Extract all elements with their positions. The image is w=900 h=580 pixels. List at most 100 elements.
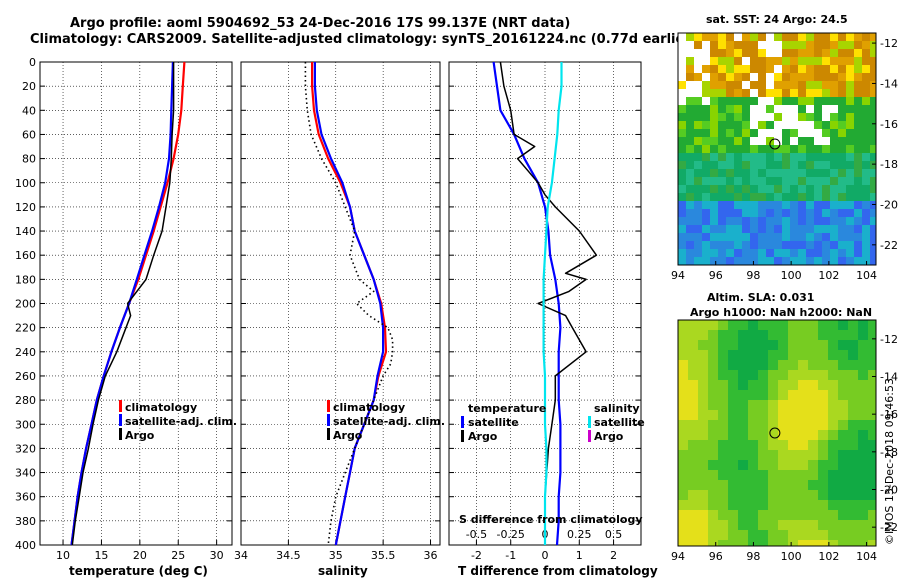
legend-swatch-satellite <box>327 414 330 426</box>
map-cell <box>848 340 858 350</box>
map-cell <box>868 380 876 390</box>
map-cell <box>718 460 728 470</box>
map-cell <box>838 169 846 177</box>
map-cell <box>828 540 838 546</box>
map-cell <box>814 145 822 153</box>
map-cell <box>774 33 782 41</box>
map-cell <box>694 225 702 233</box>
map-cell <box>782 193 790 201</box>
map-cell <box>742 129 750 137</box>
map-cell <box>798 400 808 410</box>
map-cell <box>788 320 798 330</box>
map-cell <box>768 340 778 350</box>
map-cell <box>750 249 758 257</box>
map-cell <box>814 73 822 81</box>
map-cell <box>838 129 846 137</box>
map-cell <box>822 225 830 233</box>
map-cell <box>758 201 766 209</box>
x-tick-label: 35 <box>329 549 343 562</box>
map-cell <box>854 217 862 225</box>
map-cell <box>838 137 846 145</box>
map-cell <box>750 185 758 193</box>
map-cell <box>708 500 718 510</box>
map-cell <box>828 410 838 420</box>
map-cell <box>768 540 778 546</box>
map-cell <box>774 193 782 201</box>
map-cell <box>830 161 838 169</box>
map-cell <box>868 540 876 546</box>
map-cell <box>728 390 738 400</box>
map-cell <box>710 161 718 169</box>
map-cell <box>798 225 806 233</box>
map-cell <box>774 209 782 217</box>
map-cell <box>766 177 774 185</box>
map-cell <box>862 89 870 97</box>
map-cell <box>788 530 798 540</box>
map-cell <box>702 169 710 177</box>
map-cell <box>686 225 694 233</box>
map-cell <box>808 420 818 430</box>
map-cell <box>814 89 822 97</box>
map-cell <box>838 193 846 201</box>
map-cell <box>846 113 854 121</box>
map-cell <box>774 233 782 241</box>
map-x-tick-label: 98 <box>746 269 760 282</box>
map-cell <box>710 145 718 153</box>
map-cell <box>788 400 798 410</box>
map-cell <box>688 510 698 520</box>
map-cell <box>758 530 768 540</box>
map-cell <box>738 500 748 510</box>
map-cell <box>718 217 726 225</box>
map-cell <box>688 340 698 350</box>
map-cell <box>710 73 718 81</box>
map-cell <box>862 257 870 265</box>
map-cell <box>848 360 858 370</box>
map-cell <box>708 390 718 400</box>
map-cell <box>766 161 774 169</box>
map-cell <box>818 480 828 490</box>
map-cell <box>738 370 748 380</box>
map-cell <box>738 440 748 450</box>
map-cell <box>678 81 686 89</box>
map-cell <box>782 233 790 241</box>
map-cell <box>718 360 728 370</box>
map-cell <box>742 201 750 209</box>
map-cell <box>678 129 686 137</box>
map-cell <box>868 420 876 430</box>
map-cell <box>726 97 734 105</box>
map-cell <box>806 81 814 89</box>
map-cell <box>702 137 710 145</box>
map-cell <box>694 185 702 193</box>
map-cell <box>862 153 870 161</box>
argo-location-marker <box>769 138 781 150</box>
map-cell <box>798 145 806 153</box>
map-cell <box>768 410 778 420</box>
map-cell <box>766 137 774 145</box>
map-cell <box>830 169 838 177</box>
map-cell <box>858 360 868 370</box>
map-cell <box>790 161 798 169</box>
map-cell <box>698 350 708 360</box>
map-cell <box>858 320 868 330</box>
map-cell <box>728 380 738 390</box>
map-cell <box>868 470 876 480</box>
map-cell <box>854 193 862 201</box>
map-cell <box>868 460 876 470</box>
map-cell <box>702 193 710 201</box>
map-cell <box>726 225 734 233</box>
map-cell <box>870 257 876 265</box>
map-cell <box>742 65 750 73</box>
map-cell <box>738 530 748 540</box>
map-cell <box>862 209 870 217</box>
map-cell <box>768 380 778 390</box>
map-cell <box>814 241 822 249</box>
map-cell <box>868 340 876 350</box>
map-cell <box>748 320 758 330</box>
map-cell <box>766 153 774 161</box>
map-cell <box>726 73 734 81</box>
map-cell <box>768 450 778 460</box>
map-cell <box>768 360 778 370</box>
map-cell <box>768 530 778 540</box>
map-cell <box>758 420 768 430</box>
map-cell <box>708 350 718 360</box>
